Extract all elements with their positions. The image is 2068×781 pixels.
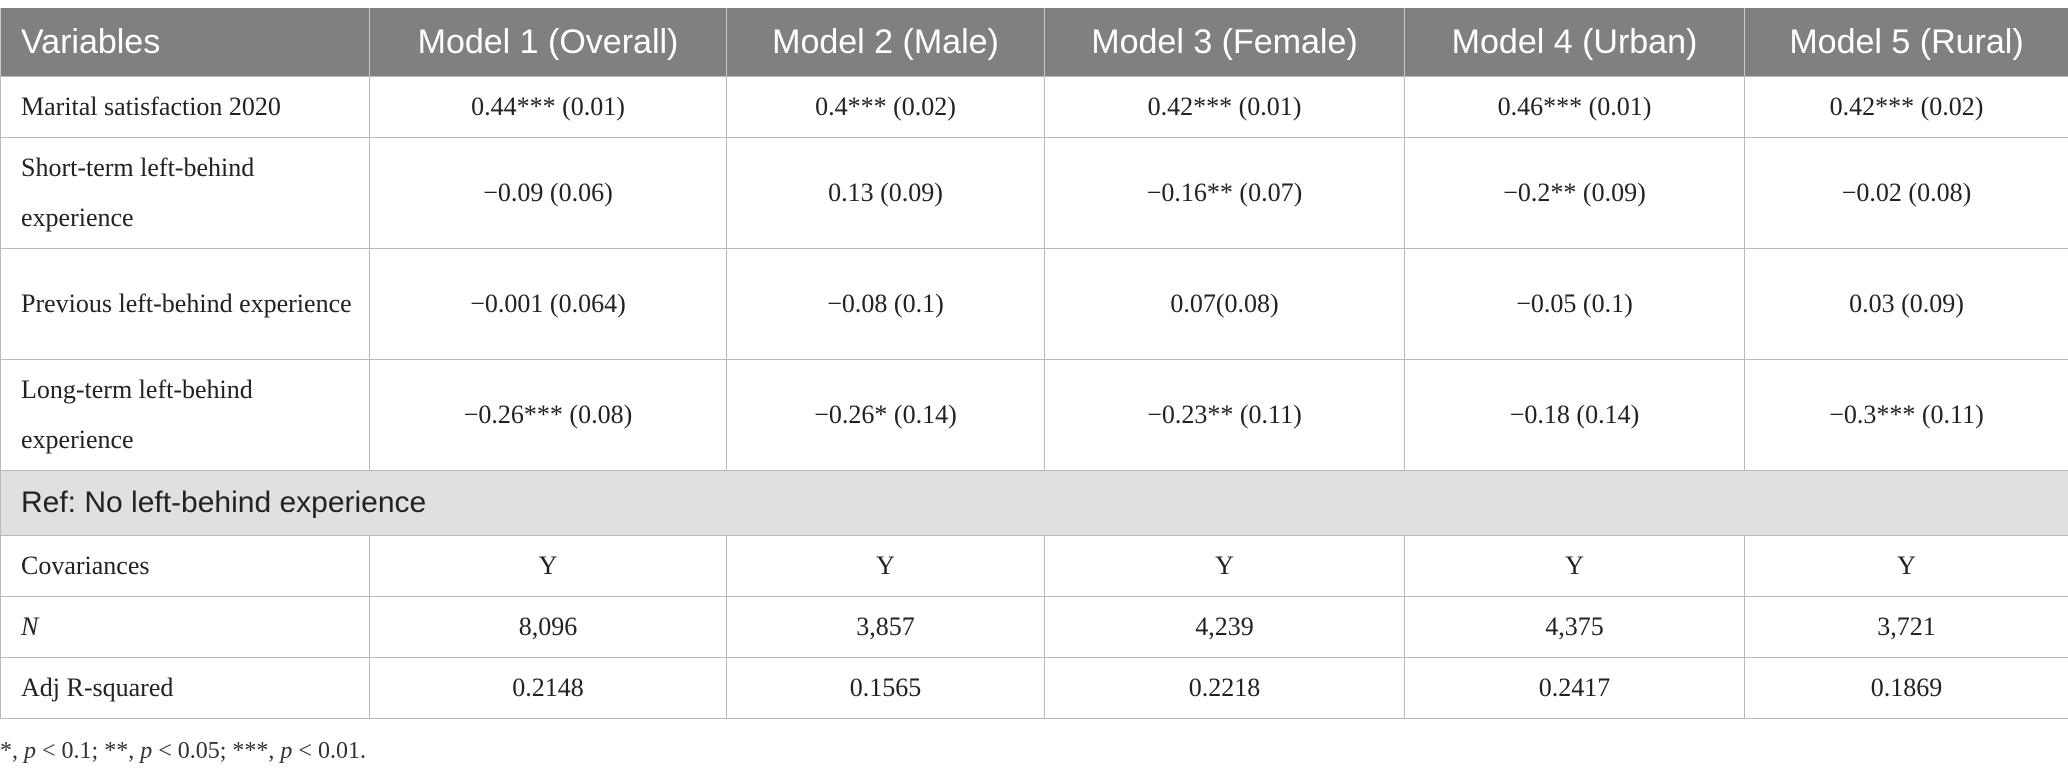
column-header-model-4: Model 4 (Urban): [1404, 8, 1745, 77]
row-label: Covariances: [0, 535, 370, 597]
table-cell: 3,857: [726, 596, 1045, 658]
table-cell: 0.13 (0.09): [726, 137, 1045, 249]
column-header-model-5: Model 5 (Rural): [1744, 8, 2068, 77]
table-cell: Y: [369, 535, 727, 597]
table-cell: Y: [1044, 535, 1405, 597]
table-cell: −0.02 (0.08): [1744, 137, 2068, 249]
table-cell: Y: [726, 535, 1045, 597]
table-cell: −0.09 (0.06): [369, 137, 727, 249]
table-cell: −0.05 (0.1): [1404, 248, 1745, 360]
table-cell: 0.2148: [369, 657, 727, 719]
table-header: Variables Model 1 (Overall) Model 2 (Mal…: [0, 8, 2068, 77]
row-label: Adj R-squared: [0, 657, 370, 719]
table-cell: 0.07(0.08): [1044, 248, 1405, 360]
significance-footnote: *, p < 0.1; **, p < 0.05; ***, p < 0.01.: [0, 738, 366, 765]
row-label: Short-term left-behind experience: [0, 137, 370, 249]
footnote-text: < 0.1; **,: [36, 738, 141, 764]
table-cell: −0.26*** (0.08): [369, 359, 727, 471]
table-cell: −0.2** (0.09): [1404, 137, 1745, 249]
row-label: Marital satisfaction 2020: [0, 76, 370, 138]
table-cell: −0.08 (0.1): [726, 248, 1045, 360]
table-cell: 0.42*** (0.01): [1044, 76, 1405, 138]
table-row-long-term: Long-term left-behind experience −0.26**…: [0, 359, 2068, 471]
row-label: Long-term left-behind experience: [0, 359, 370, 471]
table-row-adj-r-squared: Adj R-squared 0.2148 0.1565 0.2218 0.241…: [0, 657, 2068, 719]
footnote-text: *,: [0, 738, 24, 764]
table-cell: 0.1565: [726, 657, 1045, 719]
table-cell: −0.001 (0.064): [369, 248, 727, 360]
regression-results-table: Variables Model 1 (Overall) Model 2 (Mal…: [0, 8, 2068, 719]
footnote-p: p: [280, 738, 293, 764]
table-cell: 3,721: [1744, 596, 2068, 658]
table-cell: 4,375: [1404, 596, 1745, 658]
table-cell: 4,239: [1044, 596, 1405, 658]
footnote-text: < 0.01.: [292, 738, 366, 764]
table-cell: −0.26* (0.14): [726, 359, 1045, 471]
reference-row: Ref: No left-behind experience: [0, 470, 2068, 536]
reference-note: Ref: No left-behind experience: [0, 470, 2068, 536]
table-cell: 0.4*** (0.02): [726, 76, 1045, 138]
column-header-variables: Variables: [0, 8, 370, 77]
column-header-model-1: Model 1 (Overall): [369, 8, 727, 77]
table-cell: 0.42*** (0.02): [1744, 76, 2068, 138]
table-cell: Y: [1404, 535, 1745, 597]
table-cell: 0.03 (0.09): [1744, 248, 2068, 360]
table-cell: 0.1869: [1744, 657, 2068, 719]
footnote-p: p: [24, 738, 36, 764]
header-row: Variables Model 1 (Overall) Model 2 (Mal…: [0, 8, 2068, 77]
table-cell: −0.16** (0.07): [1044, 137, 1405, 249]
table-cell: Y: [1744, 535, 2068, 597]
table-cell: 0.46*** (0.01): [1404, 76, 1745, 138]
row-label: Previous left-behind experience: [0, 248, 370, 360]
column-header-model-2: Model 2 (Male): [726, 8, 1045, 77]
column-header-model-3: Model 3 (Female): [1044, 8, 1405, 77]
table-row-previous: Previous left-behind experience −0.001 (…: [0, 248, 2068, 360]
table-cell: 0.2417: [1404, 657, 1745, 719]
table-cell: −0.18 (0.14): [1404, 359, 1745, 471]
footnote-p: p: [140, 738, 153, 764]
table-cell: 0.2218: [1044, 657, 1405, 719]
footnote-text: < 0.05; ***,: [152, 738, 281, 764]
table-row-covariances: Covariances Y Y Y Y Y: [0, 535, 2068, 597]
table-row-n: N 8,096 3,857 4,239 4,375 3,721: [0, 596, 2068, 658]
table-row-short-term: Short-term left-behind experience −0.09 …: [0, 137, 2068, 249]
row-label: N: [0, 596, 370, 658]
table-row-marital-satisfaction: Marital satisfaction 2020 0.44*** (0.01)…: [0, 76, 2068, 138]
table-cell: −0.23** (0.11): [1044, 359, 1405, 471]
table-cell: 8,096: [369, 596, 727, 658]
table-cell: −0.3*** (0.11): [1744, 359, 2068, 471]
table-cell: 0.44*** (0.01): [369, 76, 727, 138]
table-body: Marital satisfaction 2020 0.44*** (0.01)…: [0, 76, 2068, 719]
